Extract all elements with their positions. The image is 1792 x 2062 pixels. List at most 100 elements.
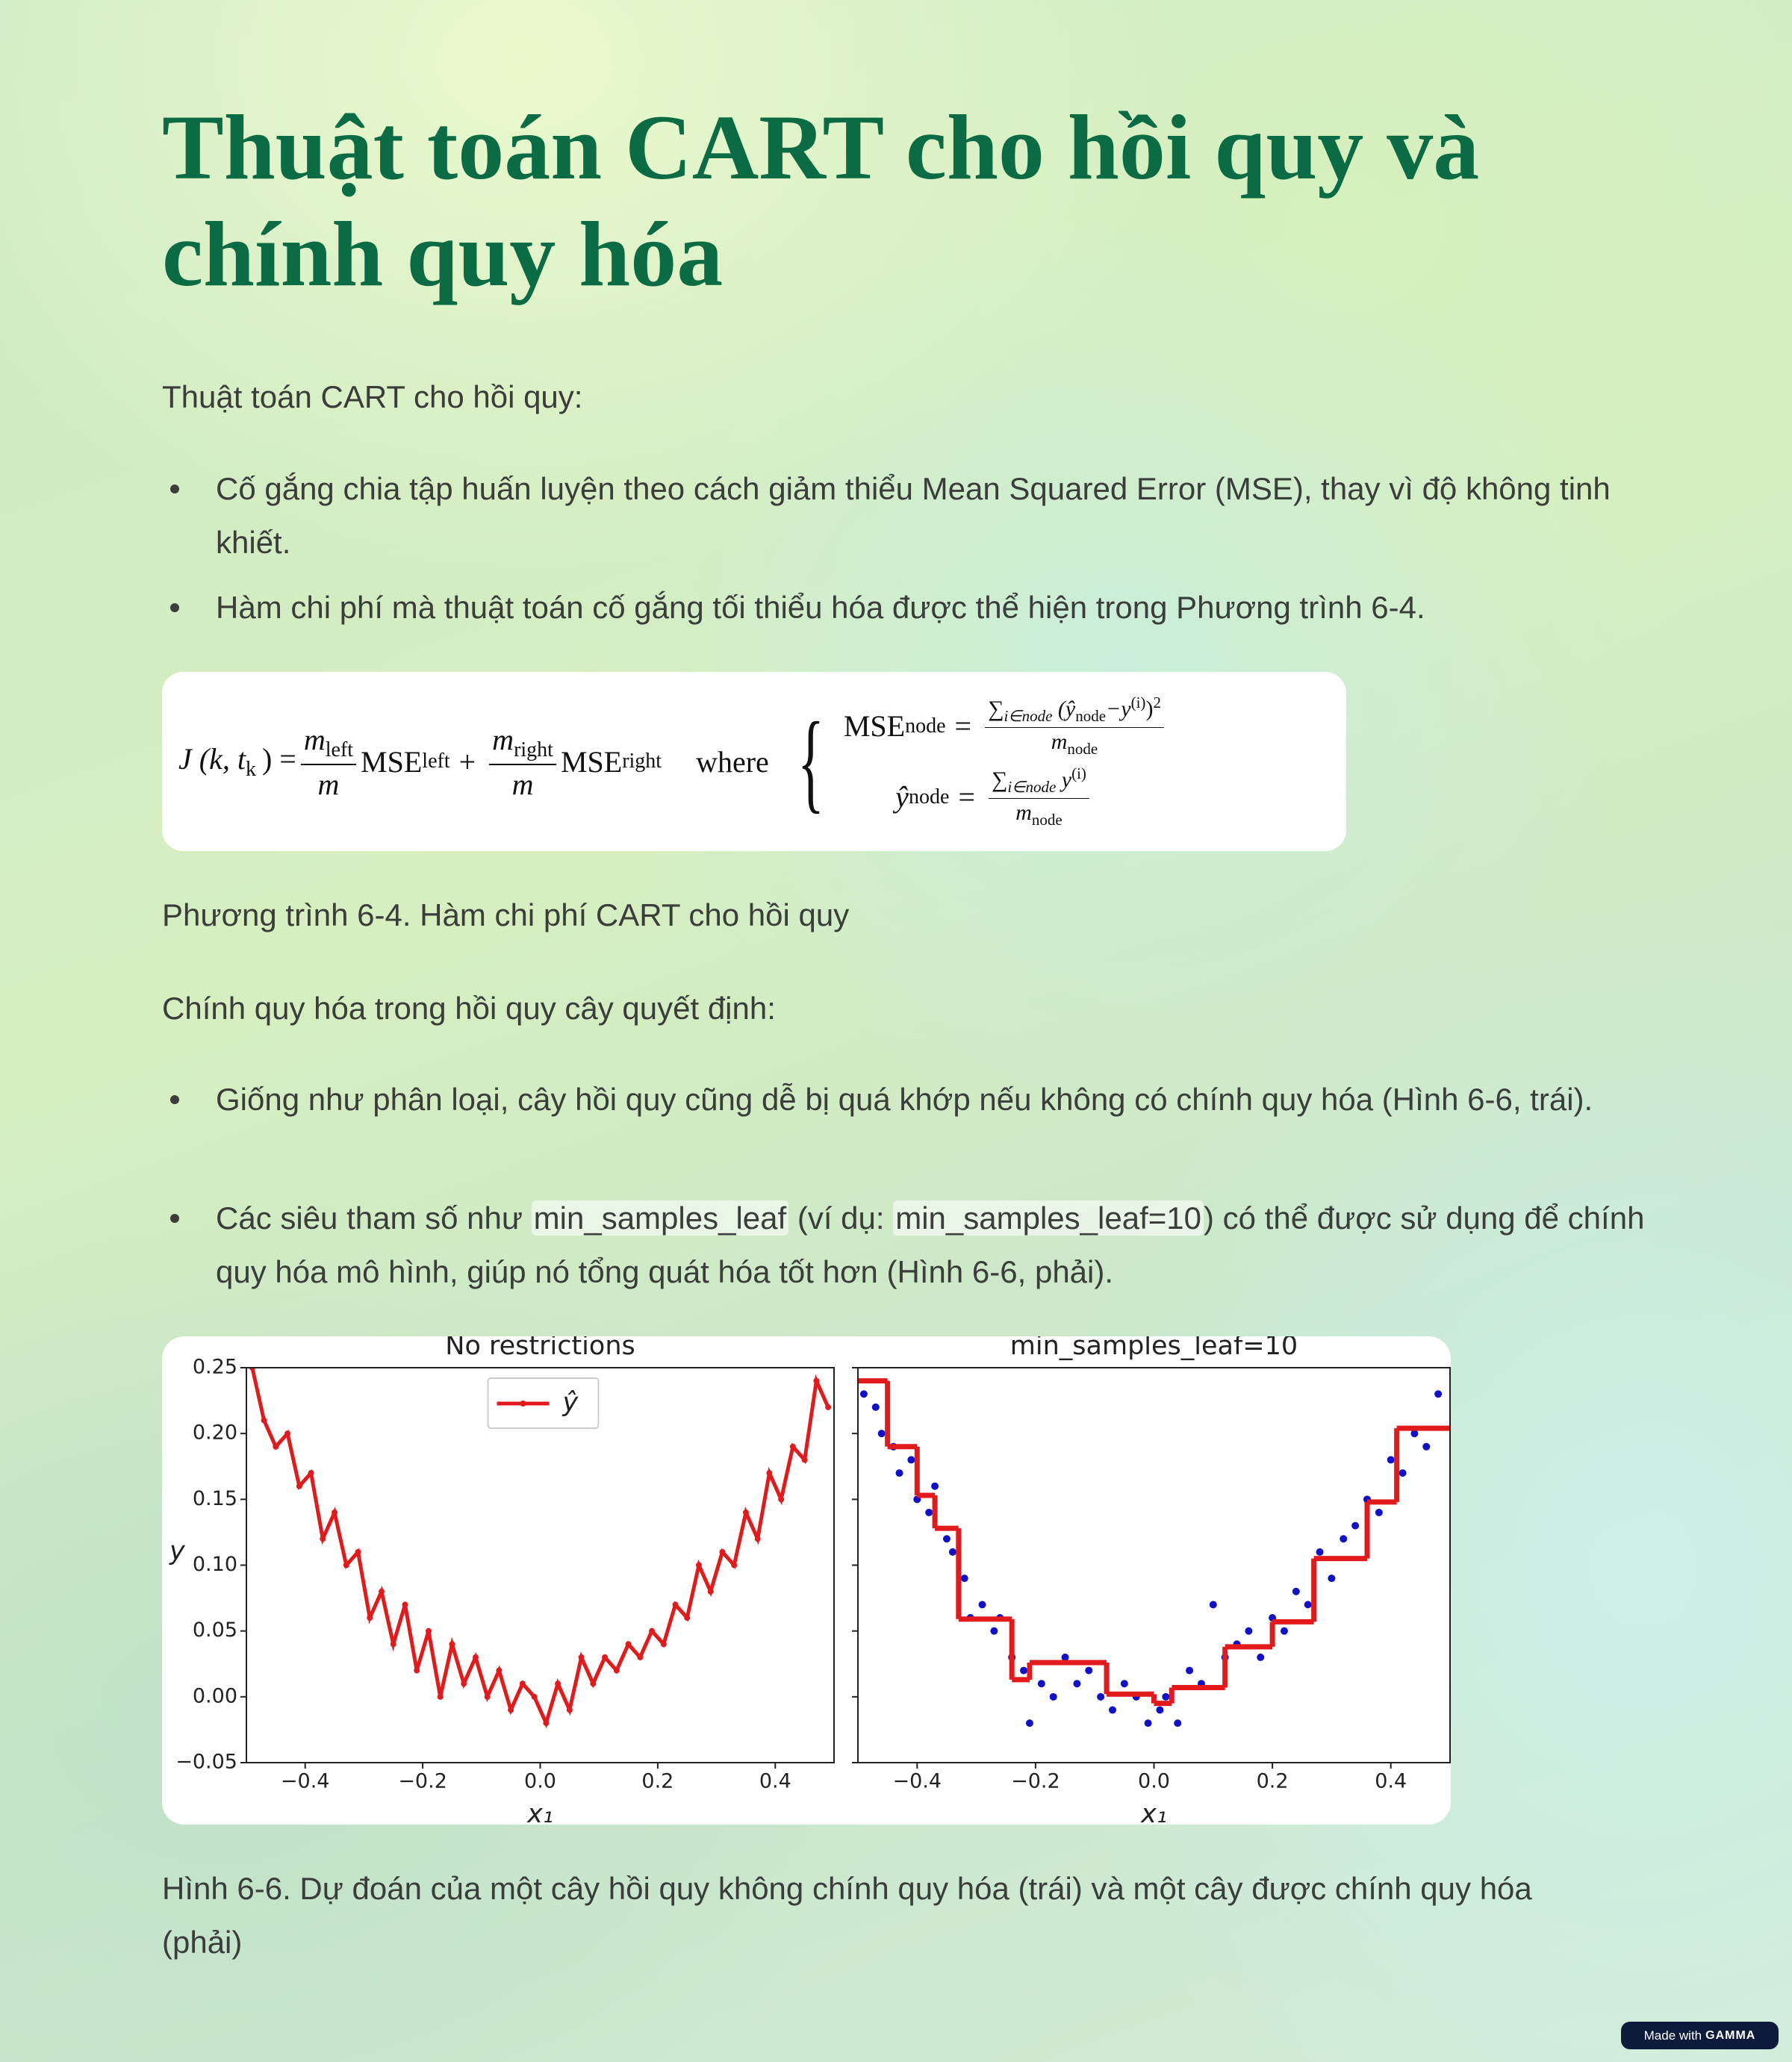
eq-text: ŷ — [895, 780, 909, 814]
eq-text: node — [1075, 707, 1107, 725]
point — [742, 1509, 749, 1516]
point — [1340, 1535, 1348, 1543]
point — [425, 1628, 432, 1634]
point — [1434, 1390, 1443, 1398]
point — [1245, 1627, 1253, 1635]
x-tick-label: −0.2 — [398, 1770, 447, 1793]
point — [731, 1562, 738, 1569]
point — [1174, 1719, 1182, 1728]
eq-text: = — [958, 780, 975, 814]
eq-frac: mleft m — [300, 722, 357, 802]
point — [895, 1469, 903, 1477]
point — [531, 1693, 538, 1700]
point — [273, 1443, 279, 1450]
y-tick-label: 0.15 — [193, 1487, 237, 1510]
eq-text: −y — [1106, 697, 1131, 721]
point — [1037, 1680, 1045, 1688]
bullet: Hàm chi phí mà thuật toán cố gắng tối th… — [170, 581, 1661, 635]
eq-text: left — [422, 750, 450, 773]
point — [859, 1390, 868, 1398]
point — [766, 1470, 773, 1477]
point — [578, 1654, 585, 1660]
eq-text: J (k, t — [178, 742, 246, 776]
eq-frac: ∑i∈node (ŷnode−y(i))2 mnode — [985, 694, 1164, 759]
text: (ví dụ: — [788, 1200, 894, 1236]
point — [1399, 1469, 1407, 1477]
axes-frame — [857, 1367, 1451, 1763]
point — [1280, 1627, 1288, 1635]
eq-text: ) — [1145, 697, 1154, 721]
point — [778, 1496, 785, 1503]
x-axis-label: x₁ — [526, 1799, 553, 1825]
point — [343, 1562, 349, 1569]
eq-frac: mright m — [489, 722, 556, 802]
point — [1020, 1666, 1028, 1675]
badge-brand: GAMMA — [1705, 2028, 1756, 2042]
point — [1073, 1680, 1081, 1688]
point — [754, 1536, 761, 1542]
point — [871, 1403, 880, 1411]
y-tick-label: −0.05 — [175, 1751, 237, 1774]
eq-text: ∑ — [991, 767, 1008, 792]
eq-text: m — [317, 767, 340, 801]
eq-brace: { — [797, 700, 824, 823]
point — [1304, 1601, 1312, 1609]
badge-text: Made with — [1643, 2028, 1702, 2043]
intro: Chính quy hóa trong hồi quy cây quyết đị… — [162, 991, 776, 1026]
eq-text: where — [696, 744, 769, 779]
figure: No restrictions −0.4 −0.2 0.0 0.2 0.4 −0.05 0.0… — [162, 1336, 1451, 1825]
point — [519, 1681, 526, 1687]
point — [1144, 1719, 1152, 1728]
eq-text: y — [1061, 767, 1072, 792]
badge[interactable]: Made with GAMMA — [1621, 2022, 1779, 2049]
point — [813, 1377, 820, 1384]
x-tick-label: 0.0 — [1138, 1770, 1170, 1793]
x-tick-label: 0.2 — [641, 1770, 673, 1793]
point — [390, 1641, 396, 1648]
y-tick-label: 0.25 — [193, 1356, 237, 1379]
point — [649, 1628, 656, 1634]
point — [948, 1548, 956, 1556]
point — [437, 1693, 444, 1700]
point — [449, 1641, 455, 1648]
caption: Hình 6-6. Dự đoán của một cây hồi quy kh… — [162, 1871, 1532, 1960]
eq-text: i∈node — [1004, 707, 1053, 725]
x-tick-label: 0.4 — [1375, 1770, 1407, 1793]
point — [1049, 1692, 1057, 1701]
chart-title: No restrictions — [445, 1336, 635, 1361]
eq-text: node — [908, 785, 950, 809]
eq-text: right — [622, 750, 662, 773]
x-tick-label: 0.0 — [524, 1770, 556, 1793]
point — [1025, 1719, 1033, 1728]
chart-title: min_samples_leaf=10 — [1010, 1336, 1298, 1361]
eq-text: m — [1015, 800, 1032, 825]
point — [1328, 1574, 1336, 1583]
point — [1209, 1601, 1217, 1609]
eq-text: 2 — [1153, 694, 1161, 711]
eq-text: MSE — [560, 744, 623, 779]
y-tick-label: 0.00 — [193, 1684, 237, 1707]
point — [472, 1654, 479, 1660]
point — [672, 1601, 679, 1608]
point — [1351, 1521, 1360, 1530]
code: min_samples_leaf=10 — [893, 1200, 1204, 1236]
point — [1422, 1442, 1431, 1451]
eq-text: node — [1067, 740, 1098, 758]
point — [990, 1627, 998, 1635]
bullet: Giống như phân loại, cây hồi quy cũng dễ… — [170, 1073, 1661, 1127]
point — [877, 1430, 886, 1438]
point — [461, 1681, 467, 1687]
code: min_samples_leaf — [531, 1200, 789, 1236]
point — [590, 1681, 597, 1687]
eq-text: node — [1031, 811, 1063, 829]
point — [801, 1457, 808, 1463]
point — [907, 1456, 915, 1464]
point — [320, 1536, 326, 1542]
axes-frame — [246, 1367, 835, 1763]
point — [1410, 1430, 1419, 1438]
point — [1108, 1706, 1116, 1714]
point — [684, 1615, 691, 1622]
eq-text: MSE — [843, 709, 906, 743]
point — [637, 1654, 644, 1660]
eq-text: MSE — [361, 744, 423, 779]
